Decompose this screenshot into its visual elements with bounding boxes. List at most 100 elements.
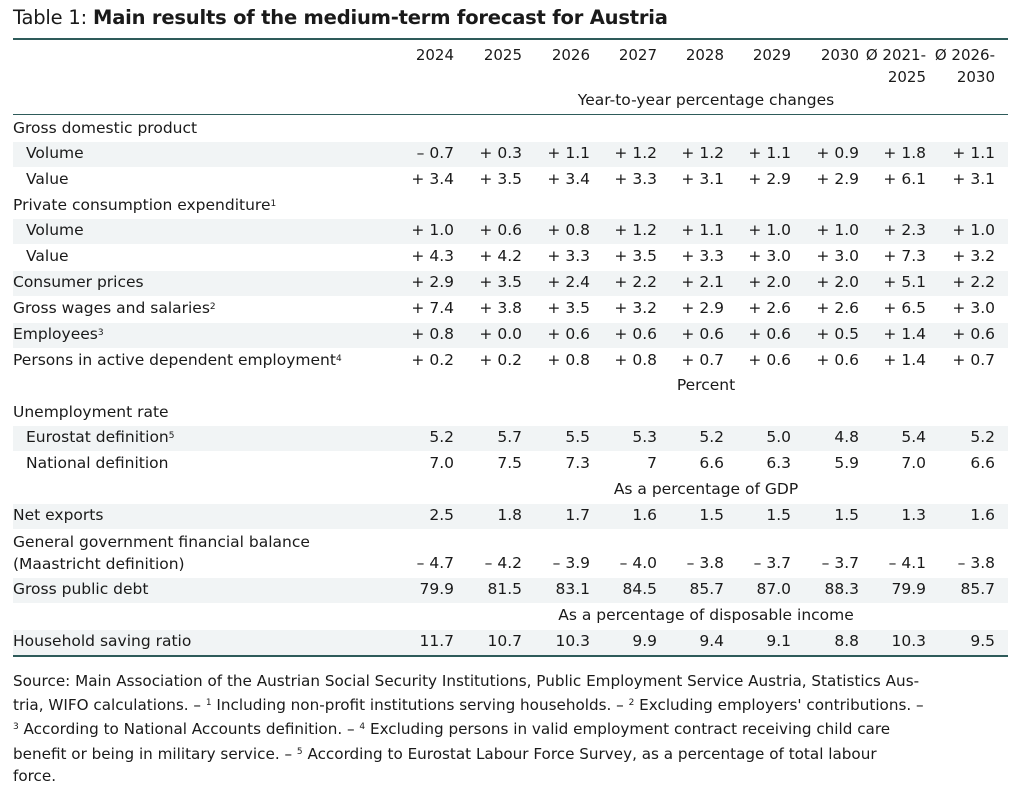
footnote-4-text: Excluding persons in valid employment co… — [365, 720, 891, 739]
row-consumer-prices: Consumer prices + 2.9 + 3.5 + 2.4 + 2.2 + 2.… — [13, 271, 1008, 296]
footnote-5-text-cont: force. — [13, 766, 57, 785]
table-title-text: Main results of the medium-term forecast… — [93, 6, 668, 29]
table-cell: + 0.2 — [479, 351, 522, 369]
row-unemp-national: National definition 7.0 7.5 7.3 7 6.6 6.3 5.9 7… — [13, 452, 1008, 477]
table-cell: – 3.8 — [957, 554, 995, 572]
table-cell: + 3.3 — [547, 247, 590, 265]
column-header-line1: Ø 2026- — [934, 46, 995, 64]
table-cell: + 0.6 — [952, 325, 995, 343]
table-cell: 88.3 — [824, 580, 859, 598]
table-cell: 7 — [647, 454, 657, 472]
table-cell: + 2.6 — [816, 299, 859, 317]
table-cell: 1.5 — [834, 506, 859, 524]
table-cell: + 1.1 — [547, 144, 590, 162]
table-cell: 5.2 — [429, 428, 454, 446]
row-pce-value: Value + 4.3 + 4.2 + 3.3 + 3.5 + 3.3 + 3.0 + 3.… — [13, 245, 1008, 270]
table-cell: + 1.0 — [816, 221, 859, 239]
table-cell: 11.7 — [419, 632, 454, 650]
row-label-text: Employees — [13, 325, 98, 343]
section-label-disposable: As a percentage of disposable income — [558, 606, 854, 624]
table-cell: 79.9 — [419, 580, 454, 598]
table-cell: + 2.9 — [681, 299, 724, 317]
table-cell: + 0.7 — [681, 351, 724, 369]
table-cell: + 1.0 — [411, 221, 454, 239]
table-cell: + 0.6 — [816, 351, 859, 369]
row-unemp-eurostat: Eurostat definition5 5.2 5.7 5.5 5.3 5.2 5.0 4… — [13, 426, 1008, 451]
column-header-line1: 2028 — [685, 46, 724, 64]
table-cell: – 3.7 — [753, 554, 791, 572]
table-cell: + 3.2 — [952, 247, 995, 265]
row-public-debt: Gross public debt 79.9 81.5 83.1 84.5 85.7 87… — [13, 578, 1008, 603]
table-cell: + 1.2 — [614, 144, 657, 162]
table-cell: + 3.2 — [614, 299, 657, 317]
column-header: 2026 — [512, 44, 590, 66]
table-cell: + 6.1 — [883, 170, 926, 188]
row-label-text: Gross wages and salaries — [13, 299, 210, 317]
table-cell: – 4.7 — [416, 554, 454, 572]
table-cell: + 7.4 — [411, 299, 454, 317]
row-label: Employees3 — [13, 325, 104, 343]
row-label: Gross public debt — [13, 580, 149, 598]
table-cell: 7.3 — [565, 454, 590, 472]
table-cell: 1.5 — [766, 506, 791, 524]
footnote-mark: 4 — [335, 354, 342, 364]
table-cell: + 0.6 — [748, 351, 791, 369]
row-label: Volume — [26, 221, 84, 239]
row-label: General government financial balance (Maa… — [13, 531, 310, 575]
column-header: 2029 — [713, 44, 791, 66]
table-cell: 84.5 — [622, 580, 657, 598]
table-cell: 1.3 — [901, 506, 926, 524]
row-gdp-value: Value + 3.4 + 3.5 + 3.4 + 3.3 + 3.1 + 2.9 + 2.… — [13, 168, 1008, 193]
row-label: Persons in active dependent employment4 — [13, 351, 342, 369]
table-cell: 85.7 — [960, 580, 995, 598]
table-cell: 5.2 — [970, 428, 995, 446]
footnote-mark: 4 — [359, 722, 366, 733]
section-label-percent: Percent — [676, 376, 736, 394]
footnote-2-text: Excluding employers' contributions. – — [634, 696, 924, 715]
row-persons-employment: Persons in active dependent employment4 … — [13, 349, 1008, 374]
table-cell: + 3.5 — [479, 273, 522, 291]
table-cell: 79.9 — [891, 580, 926, 598]
column-header: 2025 — [444, 44, 522, 66]
column-header-line1: 2027 — [618, 46, 657, 64]
table-cell: + 2.6 — [748, 299, 791, 317]
column-header: Ø 2026- 2030 — [917, 44, 995, 88]
table-cell: + 1.1 — [952, 144, 995, 162]
footnote-mark: 5 — [168, 431, 175, 441]
column-header: 2028 — [646, 44, 724, 66]
row-wages: Gross wages and salaries2 + 7.4 + 3.8 + 3.… — [13, 297, 1008, 322]
row-gov-balance: General government financial balance (Maa… — [13, 530, 1008, 578]
footnote-mark: 2 — [628, 698, 635, 709]
table-cell: 10.3 — [555, 632, 590, 650]
row-gdp-volume: Volume – 0.7 + 0.3 + 1.1 + 1.2 + 1.2 + 1.1 + 0… — [13, 142, 1008, 167]
row-employees: Employees3 + 0.8 + 0.0 + 0.6 + 0.6 + 0.6 + 0.… — [13, 323, 1008, 348]
table-cell: 5.5 — [565, 428, 590, 446]
table-cell: 83.1 — [555, 580, 590, 598]
table-cell: – 3.8 — [686, 554, 724, 572]
footnote-3-text: According to National Accounts definitio… — [18, 720, 360, 739]
table-cell: – 0.7 — [416, 144, 454, 162]
row-label: Value — [26, 170, 69, 188]
table-cell: + 0.8 — [547, 221, 590, 239]
table-cell: + 3.0 — [952, 299, 995, 317]
table-cell: + 2.3 — [883, 221, 926, 239]
table-cell: 5.2 — [699, 428, 724, 446]
table-cell: + 2.2 — [614, 273, 657, 291]
row-label: Consumer prices — [13, 273, 144, 291]
table-cell: + 6.5 — [883, 299, 926, 317]
table-cell: 5.0 — [766, 428, 791, 446]
footnote-1-text: Including non-profit institutions servin… — [211, 696, 629, 715]
table-cell: + 2.9 — [411, 273, 454, 291]
table-cell: + 3.0 — [816, 247, 859, 265]
table-cell: 5.9 — [834, 454, 859, 472]
table-cell: + 0.8 — [614, 351, 657, 369]
row-label: Eurostat definition5 — [26, 428, 174, 446]
table-cell: 6.3 — [766, 454, 791, 472]
table-cell: + 0.9 — [816, 144, 859, 162]
table-cell: + 1.4 — [883, 325, 926, 343]
table-cell: 4.8 — [834, 428, 859, 446]
column-header: 2030 — [781, 44, 859, 66]
table-cell: + 3.5 — [479, 170, 522, 188]
table-cell: 9.1 — [766, 632, 791, 650]
row-unemployment: Unemployment rate — [13, 401, 1008, 426]
